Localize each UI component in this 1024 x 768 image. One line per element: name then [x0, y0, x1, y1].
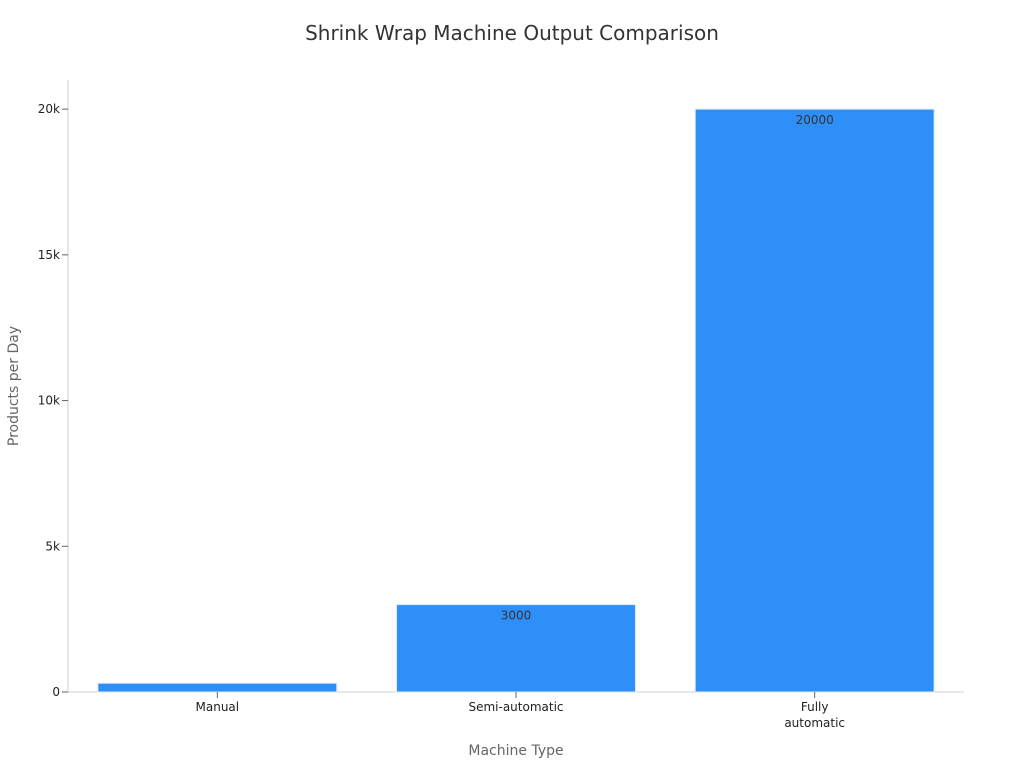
- bar-value-label: 20000: [796, 113, 834, 127]
- x-axis-label: Machine Type: [468, 743, 563, 759]
- y-tick-label: 20k: [38, 102, 60, 116]
- chart-title: Shrink Wrap Machine Output Comparison: [305, 21, 719, 45]
- bar: [396, 604, 636, 693]
- y-axis-label: Products per Day: [6, 326, 22, 446]
- bar-value-label: 3000: [501, 609, 532, 623]
- bar: [97, 682, 338, 693]
- y-tick-label: 5k: [45, 539, 60, 553]
- x-tick-label: Fully: [801, 700, 829, 714]
- bar: [694, 108, 935, 693]
- y-tick-label: 15k: [38, 248, 60, 262]
- y-tick-label: 0: [52, 685, 60, 699]
- plot-area: 0 5k 10k 15k 20k Manual 3000 Semi-automatic 2000…: [38, 80, 964, 730]
- x-tick-label: automatic: [784, 716, 845, 730]
- x-tick-label: Semi-automatic: [468, 700, 563, 714]
- x-tick-label: Manual: [196, 700, 240, 714]
- y-tick-label: 10k: [38, 394, 60, 408]
